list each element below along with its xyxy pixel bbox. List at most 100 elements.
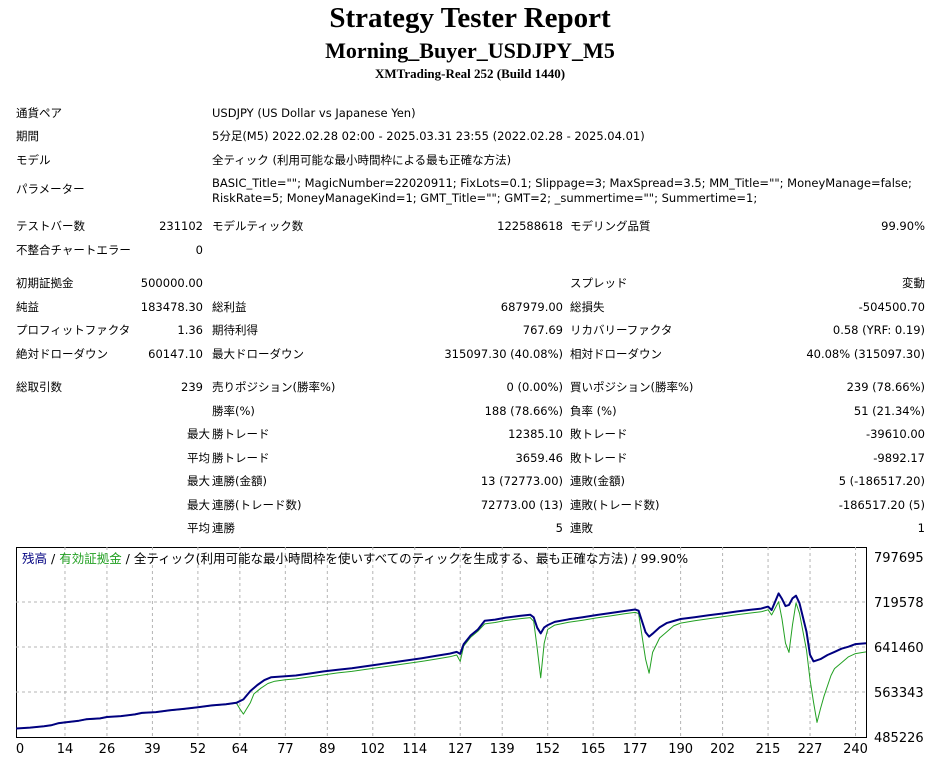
x-tick-label: 39	[144, 742, 161, 757]
x-tick-label: 139	[490, 742, 515, 757]
balance-chart: 797695 719578 641460 563343 485226 0 14 26 39 52…	[16, 547, 924, 757]
x-tick-label: 114	[402, 742, 427, 757]
legend-equity: 有効証拠金	[59, 551, 122, 566]
mismatch-row: 不整合チャートエラー 0	[0, 240, 940, 260]
spread-label: スプレッド	[570, 276, 628, 290]
long-value: 239 (78.66%)	[846, 380, 925, 394]
bars-value: 231102	[159, 219, 203, 233]
quality-label: モデリング品質	[570, 219, 651, 233]
period-value: 5分足(M5) 2022.02.28 02:00 - 2025.03.31 23…	[212, 129, 645, 143]
long-label: 買いポジション(勝率%)	[570, 380, 694, 394]
avg-loss-value: -9892.17	[873, 451, 925, 465]
trades-label: 総取引数	[16, 380, 62, 394]
max-prefix: 最大	[187, 474, 210, 488]
x-tick-label: 64	[232, 742, 249, 757]
x-tick-label: 52	[190, 742, 207, 757]
report-title: Strategy Tester Report	[329, 2, 611, 34]
deposit-label: 初期証拠金	[16, 276, 74, 290]
x-tick-label: 227	[798, 742, 823, 757]
avg-win-label: 勝トレード	[212, 451, 270, 465]
report-subtitle: Morning_Buyer_USDJPY_M5	[325, 38, 615, 63]
ticks-label: モデルティック数	[212, 219, 304, 233]
x-tick-label: 215	[756, 742, 781, 757]
model-value: 全ティック (利用可能な最小時間枠による最も正確な方法)	[212, 153, 512, 167]
expected-label: 期待利得	[212, 323, 258, 337]
largest-win-label: 勝トレード	[212, 427, 270, 441]
pf-row: プロフィットファクタ 1.36 期待利得 767.69 リカバリーファクタ 0.…	[0, 320, 940, 340]
largest-loss-value: -39610.00	[865, 427, 925, 441]
x-axis: 0 14 26 39 52 64 77 89 102 114 127 139 152 165 177 190 2…	[16, 742, 868, 757]
quality-value: 99.90%	[881, 219, 925, 233]
net-value: 183478.30	[140, 300, 203, 314]
grid-lines	[16, 547, 866, 737]
avg-cons-row: 平均 連勝 5 連敗 1	[0, 518, 940, 538]
params-value: BASIC_Title=""; MagicNumber=22020911; Fi…	[212, 176, 912, 205]
bars-row: テストバー数 231102 モデルティック数 122588618 モデリング品質…	[0, 216, 940, 236]
cons-win-amt-label: 連勝(金額)	[212, 474, 267, 488]
legend-separator: /	[122, 551, 134, 566]
expected-value: 767.69	[522, 323, 563, 337]
cons-win-amt-value: 13 (72773.00)	[480, 474, 563, 488]
balance-line	[16, 592, 867, 730]
max-prefix: 最大	[187, 498, 210, 512]
loss-rate-label: 負率 (%)	[570, 404, 617, 418]
gross-loss-value: -504500.70	[858, 300, 925, 314]
rel-dd-value: 40.08% (315097.30)	[806, 347, 925, 361]
legend-balance: 残高	[22, 551, 47, 566]
model-row: モデル 全ティック (利用可能な最小時間枠による最も正確な方法)	[0, 150, 940, 170]
x-tick-label: 14	[57, 742, 74, 757]
y-tick-label: 641460	[874, 641, 924, 656]
cons-amount-row: 最大 連勝(金額) 13 (72773.00) 連敗(金額) 5 (-18651…	[0, 471, 940, 491]
pair-label: 通貨ペア	[16, 106, 62, 120]
x-tick-label: 26	[99, 742, 116, 757]
legend-model: 全ティック(利用可能な最小時間枠を使いすべてのティックを生成する、最も正確な方法…	[134, 551, 628, 566]
legend-separator: /	[628, 551, 640, 566]
avg-loss-label: 敗トレード	[570, 451, 628, 465]
win-rate-value: 188 (78.66%)	[484, 404, 563, 418]
y-tick-label: 797695	[874, 551, 924, 566]
avg-prefix: 平均	[187, 451, 210, 465]
avg-win-value: 3659.46	[515, 451, 563, 465]
gross-loss-label: 総損失	[570, 300, 605, 314]
deposit-value: 500000.00	[140, 276, 203, 290]
short-label: 売りポジション(勝率%)	[212, 380, 336, 394]
params-row: パラメーター	[0, 179, 940, 199]
average-row: 平均 勝トレード 3659.46 敗トレード -9892.17	[0, 448, 940, 468]
deposit-row: 初期証拠金 500000.00 スプレッド 変動	[0, 273, 940, 293]
gross-profit-label: 総利益	[212, 300, 247, 314]
avg-cons-loss-value: 1	[917, 521, 925, 535]
dd-row: 絶対ドローダウン 60147.10 最大ドローダウン 315097.30 (40…	[0, 344, 940, 364]
trades-value: 239	[181, 380, 203, 394]
ticks-value: 122588618	[497, 219, 563, 233]
x-tick-label: 152	[535, 742, 560, 757]
spread-value: 変動	[902, 276, 925, 290]
params-label: パラメーター	[16, 182, 85, 196]
pf-value: 1.36	[177, 323, 203, 337]
cons-win-cnt-value: 72773.00 (13)	[480, 498, 563, 512]
period-label: 期間	[16, 129, 39, 143]
net-row: 純益 183478.30 総利益 687979.00 総損失 -504500.7…	[0, 297, 940, 317]
period-row: 期間 5分足(M5) 2022.02.28 02:00 - 2025.03.31…	[0, 126, 940, 146]
loss-rate-value: 51 (21.34%)	[853, 404, 925, 418]
pair-row: 通貨ペア USDJPY (US Dollar vs Japanese Yen)	[0, 103, 940, 123]
largest-loss-label: 敗トレード	[570, 427, 628, 441]
win-rate-row: 勝率(%) 188 (78.66%) 負率 (%) 51 (21.34%)	[0, 401, 940, 421]
pair-value: USDJPY (US Dollar vs Japanese Yen)	[212, 106, 416, 120]
recovery-label: リカバリーファクタ	[570, 323, 673, 337]
x-tick-label: 165	[581, 742, 606, 757]
y-axis: 797695 719578 641460 563343 485226	[874, 551, 924, 746]
x-tick-label: 0	[16, 742, 24, 757]
x-tick-label: 177	[623, 742, 648, 757]
abs-dd-label: 絶対ドローダウン	[16, 347, 108, 361]
trades-row: 総取引数 239 売りポジション(勝率%) 0 (0.00%) 買いポジション(…	[0, 377, 940, 397]
cons-win-cnt-label: 連勝(トレード数)	[212, 498, 302, 512]
bars-label: テストバー数	[16, 219, 85, 233]
largest-win-value: 12385.10	[508, 427, 563, 441]
recovery-value: 0.58 (YRF: 0.19)	[832, 323, 925, 337]
avg-prefix: 平均	[187, 521, 210, 535]
avg-cons-win-label: 連勝	[212, 521, 235, 535]
y-tick-label: 719578	[874, 596, 924, 611]
max-dd-value: 315097.30 (40.08%)	[444, 347, 563, 361]
x-tick-label: 240	[843, 742, 868, 757]
mismatch-value: 0	[195, 243, 203, 257]
